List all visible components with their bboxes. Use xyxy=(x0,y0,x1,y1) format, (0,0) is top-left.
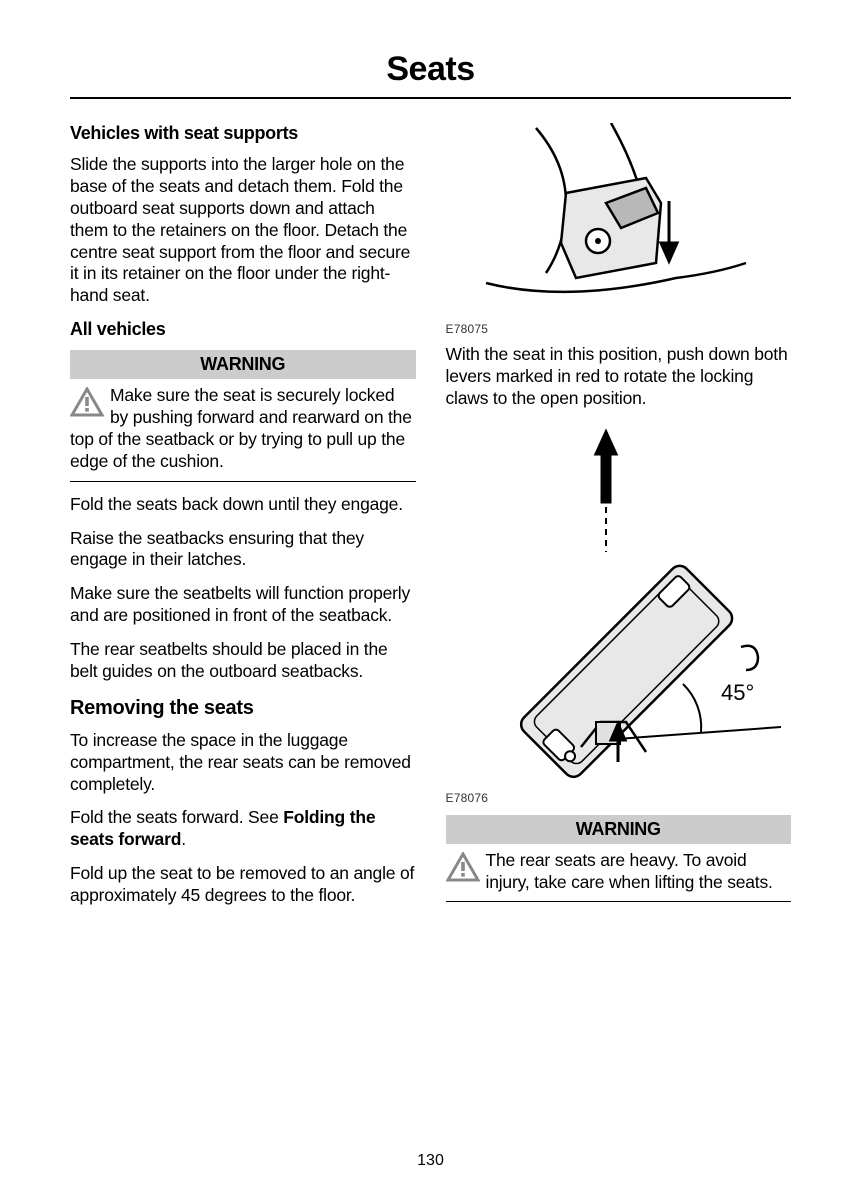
figure-seat-45deg: 45° xyxy=(446,422,792,787)
page-title: Seats xyxy=(70,50,791,89)
para-fold-back: Fold the seats back down until they enga… xyxy=(70,494,416,516)
warning-box-1: WARNING Make sure the seat is securely l… xyxy=(70,350,416,482)
figure-seat-lever xyxy=(446,123,792,318)
para-seatbelts-function: Make sure the seatbelts will function pr… xyxy=(70,583,416,627)
angle-label: 45° xyxy=(721,680,754,705)
page-number: 130 xyxy=(0,1152,861,1170)
heading-seat-supports: Vehicles with seat supports xyxy=(70,123,416,144)
warning-header-1: WARNING xyxy=(70,350,416,379)
warning-text-1: Make sure the seat is securely locked by… xyxy=(70,385,412,471)
seat-lever-illustration xyxy=(446,123,766,313)
seat-45deg-illustration: 45° xyxy=(446,422,786,782)
right-column: E78075 With the seat in this position, p… xyxy=(446,123,792,919)
para-raise-seatbacks: Raise the seatbacks ensuring that they e… xyxy=(70,528,416,572)
left-column: Vehicles with seat supports Slide the su… xyxy=(70,123,416,919)
warning-triangle-icon xyxy=(446,852,480,882)
warning-body-1: Make sure the seat is securely locked by… xyxy=(70,379,416,482)
warning-text-2: The rear seats are heavy. To avoid injur… xyxy=(486,850,773,892)
content-columns: Vehicles with seat supports Slide the su… xyxy=(70,123,791,919)
para-rear-seatbelts: The rear seatbelts should be placed in t… xyxy=(70,639,416,683)
figure-2-caption: E78076 xyxy=(446,791,792,805)
para-fold-forward: Fold the seats forward. See Folding the … xyxy=(70,807,416,851)
title-divider xyxy=(70,97,791,99)
warning-box-2: WARNING The rear seats are heavy. To avo… xyxy=(446,815,792,903)
para-increase-space: To increase the space in the luggage com… xyxy=(70,730,416,796)
para-seat-supports: Slide the supports into the larger hole … xyxy=(70,154,416,307)
para-push-levers: With the seat in this position, push dow… xyxy=(446,344,792,410)
warning-triangle-icon xyxy=(70,387,104,417)
figure-1-caption: E78075 xyxy=(446,322,792,336)
warning-header-2: WARNING xyxy=(446,815,792,844)
para-fold-forward-c: . xyxy=(181,829,186,849)
para-fold-forward-a: Fold the seats forward. See xyxy=(70,807,283,827)
para-fold-up-45: Fold up the seat to be removed to an ang… xyxy=(70,863,416,907)
warning-body-2: The rear seats are heavy. To avoid injur… xyxy=(446,844,792,903)
heading-removing-seats: Removing the seats xyxy=(70,697,416,720)
heading-all-vehicles: All vehicles xyxy=(70,319,416,340)
